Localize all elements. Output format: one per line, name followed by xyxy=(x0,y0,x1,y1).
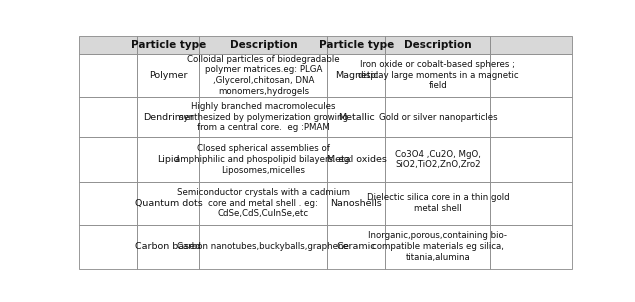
Bar xyxy=(385,182,490,225)
Bar xyxy=(385,97,490,137)
Bar xyxy=(199,137,328,182)
Bar xyxy=(490,36,572,54)
Text: Semiconductor crystals with a cadmium
core and metal shell . eg:
CdSe,CdS,CuInSe: Semiconductor crystals with a cadmium co… xyxy=(177,188,350,218)
Bar xyxy=(490,182,572,225)
Bar xyxy=(490,97,572,137)
Bar xyxy=(137,225,199,269)
Bar xyxy=(490,54,572,97)
Text: Co3O4 ,Cu2O, MgO,
SiO2,TiO2,ZnO,Zro2: Co3O4 ,Cu2O, MgO, SiO2,TiO2,ZnO,Zro2 xyxy=(395,149,481,169)
Bar xyxy=(137,182,199,225)
Bar xyxy=(328,182,385,225)
Bar xyxy=(385,36,490,54)
Bar xyxy=(328,137,385,182)
Text: Dielectic silica core in a thin gold
metal shell: Dielectic silica core in a thin gold met… xyxy=(366,193,509,213)
Bar xyxy=(137,97,199,137)
Bar xyxy=(199,97,328,137)
Text: Inorganic,porous,containing bio-
compatible materials eg silica,
titania,alumina: Inorganic,porous,containing bio- compati… xyxy=(368,231,507,262)
Text: Description: Description xyxy=(230,40,297,50)
Bar xyxy=(199,54,328,97)
Text: Particle type: Particle type xyxy=(131,40,206,50)
Bar xyxy=(137,137,199,182)
Text: Metallic: Metallic xyxy=(338,113,375,121)
Text: Highly branched macromolecules
synthesized by polymerization growing
from a cent: Highly branched macromolecules synthesiz… xyxy=(179,102,348,132)
Bar xyxy=(79,36,137,54)
Text: Lipid: Lipid xyxy=(157,155,180,164)
Bar xyxy=(385,137,490,182)
Text: Dendrimer: Dendrimer xyxy=(143,113,194,121)
Bar xyxy=(490,225,572,269)
Bar xyxy=(137,36,199,54)
Text: Description: Description xyxy=(404,40,472,50)
Bar xyxy=(199,182,328,225)
Bar xyxy=(328,54,385,97)
Bar xyxy=(199,225,328,269)
Bar xyxy=(79,182,137,225)
Text: Ceramic: Ceramic xyxy=(337,242,376,251)
Text: Gold or silver nanoparticles: Gold or silver nanoparticles xyxy=(378,113,497,121)
Bar xyxy=(490,137,572,182)
Bar xyxy=(328,97,385,137)
Text: Carbon nanotubes,buckyballs,graphene: Carbon nanotubes,buckyballs,graphene xyxy=(178,242,349,251)
Bar xyxy=(79,137,137,182)
Text: Metal oxides: Metal oxides xyxy=(326,155,386,164)
Text: Nanoshells: Nanoshells xyxy=(331,199,382,207)
Bar xyxy=(328,36,385,54)
Bar xyxy=(79,97,137,137)
Text: Carbon based: Carbon based xyxy=(135,242,201,251)
Bar xyxy=(199,36,328,54)
Bar xyxy=(385,54,490,97)
Text: Particle type: Particle type xyxy=(319,40,394,50)
Bar xyxy=(79,225,137,269)
Text: Quantum dots: Quantum dots xyxy=(135,199,203,207)
Text: Colloidal particles of biodegradable
polymer matrices.eg: PLGA
,Glycerol,chitosa: Colloidal particles of biodegradable pol… xyxy=(187,55,340,96)
Text: Polymer: Polymer xyxy=(149,71,188,80)
Bar xyxy=(79,54,137,97)
Text: Closed spherical assemblies of
amphiphilic and phospolipid bilayers. eg:
Liposom: Closed spherical assemblies of amphiphil… xyxy=(175,144,352,175)
Text: Magnetic: Magnetic xyxy=(335,71,378,80)
Bar xyxy=(328,225,385,269)
Text: Iron oxide or cobalt-based spheres ;
display large moments in a magnetic
field: Iron oxide or cobalt-based spheres ; dis… xyxy=(358,60,518,90)
Bar xyxy=(385,225,490,269)
Bar xyxy=(137,54,199,97)
